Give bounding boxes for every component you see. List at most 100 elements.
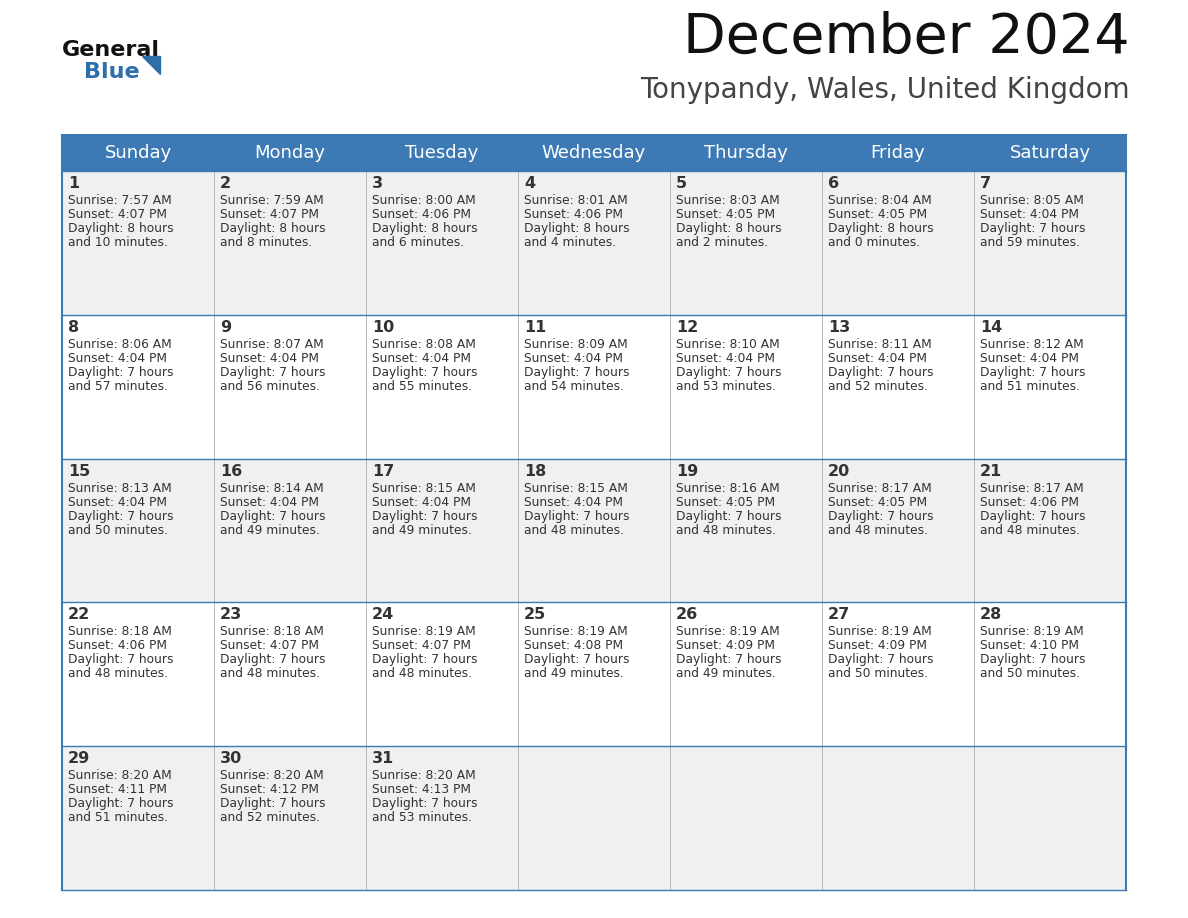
Text: Wednesday: Wednesday [542, 144, 646, 162]
Text: Sunset: 4:05 PM: Sunset: 4:05 PM [828, 208, 927, 221]
Text: Sunrise: 8:03 AM: Sunrise: 8:03 AM [676, 194, 779, 207]
Text: and 53 minutes.: and 53 minutes. [372, 812, 472, 824]
Text: Sunrise: 8:11 AM: Sunrise: 8:11 AM [828, 338, 931, 351]
Text: and 49 minutes.: and 49 minutes. [372, 523, 472, 537]
Text: Sunset: 4:04 PM: Sunset: 4:04 PM [372, 496, 470, 509]
Text: Daylight: 7 hours: Daylight: 7 hours [68, 797, 173, 811]
Text: and 48 minutes.: and 48 minutes. [68, 667, 168, 680]
Text: 9: 9 [220, 319, 232, 335]
Text: Sunrise: 8:13 AM: Sunrise: 8:13 AM [68, 482, 172, 495]
Text: Daylight: 7 hours: Daylight: 7 hours [980, 509, 1086, 522]
Text: Daylight: 8 hours: Daylight: 8 hours [676, 222, 782, 235]
Text: Daylight: 7 hours: Daylight: 7 hours [372, 509, 478, 522]
Bar [62, 315, 1126, 459]
Text: Monday: Monday [254, 144, 326, 162]
Text: 28: 28 [980, 608, 1003, 622]
Text: and 50 minutes.: and 50 minutes. [980, 667, 1080, 680]
Text: Daylight: 7 hours: Daylight: 7 hours [68, 509, 173, 522]
Text: Sunset: 4:05 PM: Sunset: 4:05 PM [828, 496, 927, 509]
Text: 4: 4 [524, 176, 535, 191]
Text: Sunrise: 8:20 AM: Sunrise: 8:20 AM [68, 769, 172, 782]
Text: Sunrise: 8:18 AM: Sunrise: 8:18 AM [68, 625, 172, 638]
Text: Daylight: 7 hours: Daylight: 7 hours [220, 365, 326, 379]
Text: Sunrise: 8:10 AM: Sunrise: 8:10 AM [676, 338, 779, 351]
Text: and 49 minutes.: and 49 minutes. [524, 667, 624, 680]
Text: Sunday: Sunday [105, 144, 171, 162]
Text: Sunset: 4:04 PM: Sunset: 4:04 PM [524, 352, 623, 364]
Text: and 49 minutes.: and 49 minutes. [220, 523, 320, 537]
Text: 16: 16 [220, 464, 242, 478]
Text: Sunset: 4:09 PM: Sunset: 4:09 PM [828, 640, 927, 653]
Text: Sunset: 4:04 PM: Sunset: 4:04 PM [68, 496, 168, 509]
Text: and 52 minutes.: and 52 minutes. [828, 380, 928, 393]
Text: Daylight: 7 hours: Daylight: 7 hours [220, 654, 326, 666]
Text: Sunrise: 8:05 AM: Sunrise: 8:05 AM [980, 194, 1083, 207]
Text: Sunrise: 8:20 AM: Sunrise: 8:20 AM [372, 769, 475, 782]
Text: Sunset: 4:13 PM: Sunset: 4:13 PM [372, 783, 470, 796]
Text: Sunset: 4:11 PM: Sunset: 4:11 PM [68, 783, 168, 796]
Text: Daylight: 7 hours: Daylight: 7 hours [828, 509, 934, 522]
Text: Sunrise: 8:19 AM: Sunrise: 8:19 AM [372, 625, 475, 638]
Text: 19: 19 [676, 464, 699, 478]
Text: Daylight: 7 hours: Daylight: 7 hours [828, 365, 934, 379]
Text: Sunset: 4:06 PM: Sunset: 4:06 PM [980, 496, 1079, 509]
Text: General: General [62, 40, 160, 60]
Text: 24: 24 [372, 608, 394, 622]
Text: 15: 15 [68, 464, 90, 478]
Text: Sunrise: 8:08 AM: Sunrise: 8:08 AM [372, 338, 476, 351]
Text: 21: 21 [980, 464, 1003, 478]
Text: Sunrise: 7:59 AM: Sunrise: 7:59 AM [220, 194, 324, 207]
Text: 5: 5 [676, 176, 687, 191]
Text: and 49 minutes.: and 49 minutes. [676, 667, 776, 680]
Text: and 0 minutes.: and 0 minutes. [828, 236, 921, 249]
Text: 1: 1 [68, 176, 80, 191]
Text: and 51 minutes.: and 51 minutes. [68, 812, 168, 824]
Text: and 48 minutes.: and 48 minutes. [220, 667, 320, 680]
Text: 14: 14 [980, 319, 1003, 335]
Text: and 48 minutes.: and 48 minutes. [676, 523, 776, 537]
Text: Sunrise: 8:20 AM: Sunrise: 8:20 AM [220, 769, 324, 782]
Text: Sunset: 4:07 PM: Sunset: 4:07 PM [68, 208, 168, 221]
Text: Sunset: 4:06 PM: Sunset: 4:06 PM [524, 208, 623, 221]
Text: Sunrise: 8:19 AM: Sunrise: 8:19 AM [524, 625, 627, 638]
Text: Sunset: 4:04 PM: Sunset: 4:04 PM [676, 352, 775, 364]
Text: 29: 29 [68, 751, 90, 767]
Text: Sunset: 4:07 PM: Sunset: 4:07 PM [220, 640, 320, 653]
Text: 31: 31 [372, 751, 394, 767]
Text: Sunset: 4:07 PM: Sunset: 4:07 PM [372, 640, 470, 653]
Text: Sunrise: 8:19 AM: Sunrise: 8:19 AM [980, 625, 1083, 638]
Bar [62, 459, 1126, 602]
Text: Daylight: 8 hours: Daylight: 8 hours [68, 222, 173, 235]
Text: and 56 minutes.: and 56 minutes. [220, 380, 320, 393]
Text: Friday: Friday [871, 144, 925, 162]
Text: 2: 2 [220, 176, 232, 191]
Text: Sunset: 4:10 PM: Sunset: 4:10 PM [980, 640, 1079, 653]
Text: Daylight: 7 hours: Daylight: 7 hours [68, 365, 173, 379]
Bar [62, 171, 1126, 315]
Text: Sunset: 4:08 PM: Sunset: 4:08 PM [524, 640, 624, 653]
Text: Daylight: 7 hours: Daylight: 7 hours [372, 365, 478, 379]
Text: 22: 22 [68, 608, 90, 622]
Text: and 6 minutes.: and 6 minutes. [372, 236, 465, 249]
Text: and 59 minutes.: and 59 minutes. [980, 236, 1080, 249]
Text: Sunrise: 8:06 AM: Sunrise: 8:06 AM [68, 338, 172, 351]
Text: Saturday: Saturday [1010, 144, 1091, 162]
Bar [62, 135, 1126, 171]
Text: 30: 30 [220, 751, 242, 767]
Text: Sunset: 4:04 PM: Sunset: 4:04 PM [372, 352, 470, 364]
Text: Sunset: 4:12 PM: Sunset: 4:12 PM [220, 783, 320, 796]
Text: and 52 minutes.: and 52 minutes. [220, 812, 320, 824]
Text: 20: 20 [828, 464, 851, 478]
Text: Daylight: 7 hours: Daylight: 7 hours [676, 654, 782, 666]
Text: 27: 27 [828, 608, 851, 622]
Text: Thursday: Thursday [704, 144, 788, 162]
Text: 11: 11 [524, 319, 546, 335]
Text: Sunrise: 8:09 AM: Sunrise: 8:09 AM [524, 338, 627, 351]
Text: 7: 7 [980, 176, 991, 191]
Text: Daylight: 7 hours: Daylight: 7 hours [676, 509, 782, 522]
Text: and 10 minutes.: and 10 minutes. [68, 236, 168, 249]
Text: and 55 minutes.: and 55 minutes. [372, 380, 472, 393]
Text: Sunrise: 8:17 AM: Sunrise: 8:17 AM [828, 482, 931, 495]
Text: Daylight: 7 hours: Daylight: 7 hours [220, 797, 326, 811]
Text: Sunrise: 8:04 AM: Sunrise: 8:04 AM [828, 194, 931, 207]
